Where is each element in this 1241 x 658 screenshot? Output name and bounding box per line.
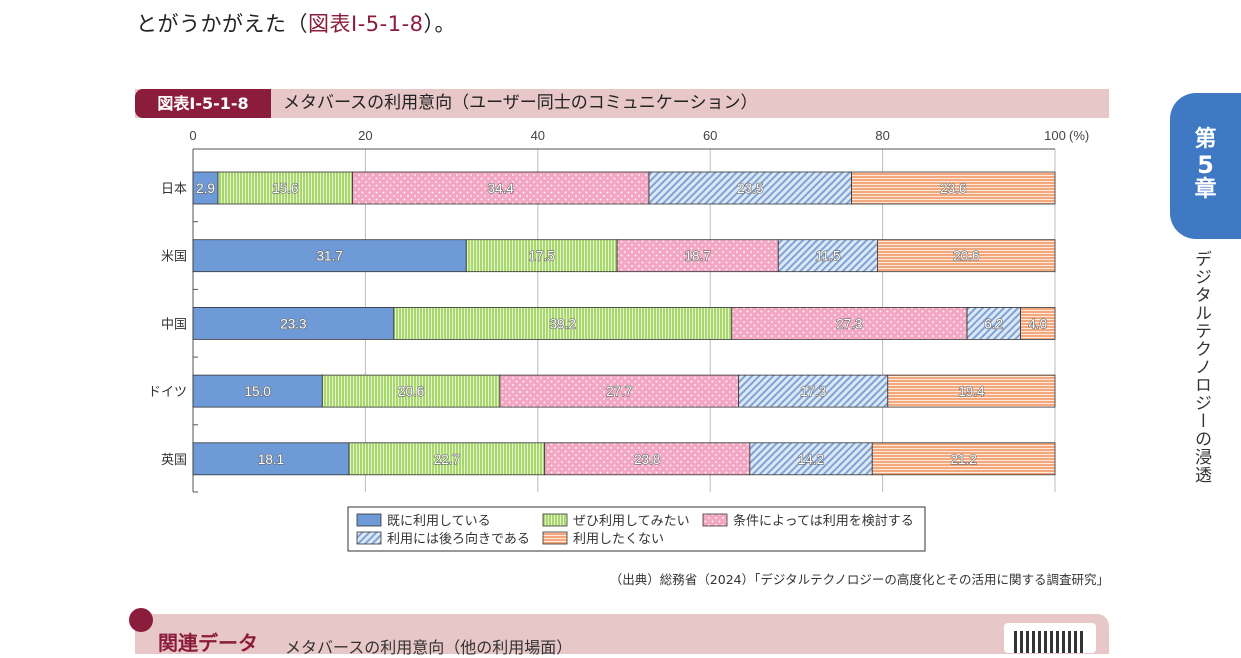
bar-segment — [887, 374, 1056, 408]
figure-reference-link[interactable]: 図表Ⅰ-5-1-8 — [308, 12, 424, 36]
data-label: 34.4 — [488, 181, 515, 196]
bar-segment — [777, 239, 878, 273]
data-label: 21.2 — [950, 452, 976, 467]
legend-swatch — [542, 513, 568, 527]
bar-segment — [465, 239, 618, 273]
data-label: 14.2 — [798, 452, 824, 467]
bar-segment — [348, 442, 546, 476]
bar-segment — [1020, 306, 1056, 340]
bar-segment — [499, 374, 740, 408]
category-label: ドイツ — [148, 385, 187, 400]
data-label: 18.1 — [258, 452, 284, 467]
data-label: 18.7 — [685, 249, 711, 264]
x-tick-label: 0 — [189, 128, 196, 143]
intro-text: とがうかがえた（図表Ⅰ-5-1-8）。 — [136, 8, 456, 38]
data-label: 15.6 — [272, 181, 298, 196]
related-data-label: 関連データ — [158, 631, 258, 655]
bar-segment — [321, 374, 501, 408]
bar-segment — [217, 171, 353, 205]
bar-segment — [352, 171, 650, 205]
bar-segment — [731, 306, 968, 340]
chapter-number: 5 — [1197, 151, 1214, 179]
figure-header: 図表Ⅰ-5-1-8 メタバースの利用意向（ユーザー同士のコミュニケーション） — [135, 89, 1109, 118]
legend-label: 既に利用している — [387, 514, 491, 529]
legend-swatch — [356, 531, 382, 545]
data-label: 11.5 — [815, 249, 840, 264]
legend-label: ぜひ利用してみたい — [573, 514, 690, 529]
x-tick-label: 100 — [1044, 128, 1066, 143]
category-label: 日本 — [161, 182, 187, 197]
bar-segment — [871, 442, 1056, 476]
bar-segment — [648, 171, 852, 205]
legend-swatch — [356, 513, 382, 527]
x-tick-label: 80 — [875, 128, 889, 143]
intro-prefix: とがうかがえた（ — [136, 12, 308, 36]
bar-segment — [851, 171, 1056, 205]
figure-badge: 図表Ⅰ-5-1-8 — [135, 89, 271, 118]
stacked-bar-chart: 0 20 40 60 80 100 (%) 日本 2.9 15.6 34.4 23.5 23.6 米国 3… — [148, 128, 1089, 552]
category-label: 中国 — [161, 317, 187, 332]
bar-segment — [192, 239, 467, 273]
bar-segment — [192, 306, 395, 340]
legend-label: 条件によっては利用を検討する — [733, 513, 914, 529]
related-bullet-icon — [129, 608, 153, 632]
category-label: 米国 — [161, 250, 187, 265]
data-label: 23.8 — [634, 452, 660, 467]
data-label: 15.0 — [245, 384, 271, 399]
chapter-tab[interactable]: 第 5 章 — [1170, 93, 1241, 239]
data-label: 27.3 — [836, 316, 862, 331]
data-label: 22.7 — [434, 452, 460, 467]
data-label: 23.6 — [940, 181, 966, 196]
data-label: 2.9 — [196, 181, 215, 196]
intro-suffix: ）。 — [423, 12, 457, 36]
bar-segment — [877, 239, 1056, 273]
x-tick-label: 40 — [531, 128, 545, 143]
source-note: （出典）総務省（2024）「デジタルテクノロジーの高度化とその活用に関する調査研… — [609, 572, 1109, 587]
data-label: 17.3 — [800, 384, 826, 399]
data-label: 39.2 — [550, 316, 576, 331]
legend-label: 利用したくない — [573, 532, 664, 547]
x-tick-label: 60 — [703, 128, 717, 143]
x-tick-label: 20 — [358, 128, 372, 143]
bar-segment — [966, 306, 1021, 340]
chapter-name: デジタルテクノロジーの浸透 — [1191, 250, 1211, 484]
bar-segment — [738, 374, 889, 408]
data-label: 23.5 — [737, 181, 763, 196]
chapter-prefix: 第 — [1194, 127, 1217, 152]
related-data-panel — [135, 614, 1109, 654]
data-label: 4.0 — [1028, 316, 1047, 331]
qr-code-icon[interactable] — [1004, 623, 1096, 653]
category-label: 英国 — [161, 453, 187, 468]
data-label: 19.4 — [958, 384, 985, 399]
data-label: 17.5 — [529, 249, 555, 264]
legend-swatch — [542, 531, 568, 545]
legend-swatch — [702, 513, 728, 527]
related-data-text[interactable]: メタバースの利用意向（他の利用場面） — [285, 638, 573, 657]
data-label: 23.3 — [280, 316, 306, 331]
data-label: 27.7 — [606, 384, 632, 399]
figure-title: メタバースの利用意向（ユーザー同士のコミュニケーション） — [283, 93, 758, 113]
bar-segment — [749, 442, 873, 476]
legend-label: 利用には後ろ向きである — [387, 531, 530, 547]
bar-segment — [192, 374, 323, 408]
chapter-suffix: 章 — [1194, 177, 1217, 202]
qr-code-pattern — [1014, 631, 1086, 653]
data-label: 31.7 — [316, 249, 342, 264]
legend-box — [347, 506, 926, 552]
data-label: 20.6 — [398, 384, 424, 399]
x-unit-label: (%) — [1069, 128, 1089, 143]
data-label: 20.6 — [953, 249, 979, 264]
data-label: 6.2 — [984, 316, 1003, 331]
